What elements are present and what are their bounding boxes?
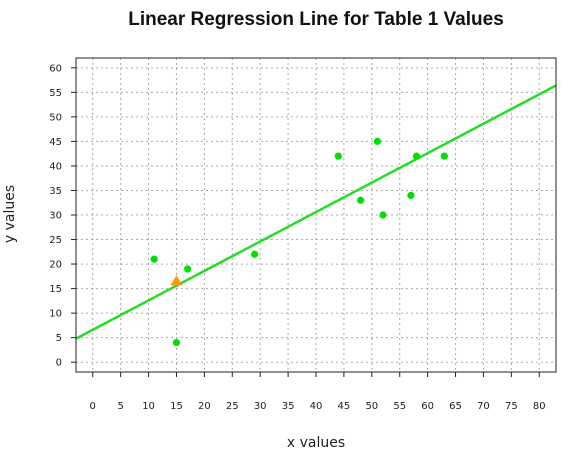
y-tick-label: 35 xyxy=(49,186,62,197)
data-point xyxy=(407,191,415,199)
data-point xyxy=(440,152,448,160)
x-tick-label: 80 xyxy=(533,401,546,412)
y-tick-label: 55 xyxy=(49,88,62,99)
y-tick-label: 10 xyxy=(49,309,62,320)
y-tick-label: 50 xyxy=(49,112,62,123)
data-point xyxy=(150,255,158,263)
data-point xyxy=(184,265,192,273)
data-point xyxy=(357,196,365,204)
x-tick-label: 40 xyxy=(310,401,323,412)
x-tick-label: 50 xyxy=(365,401,378,412)
axis-ticks: 0 5 10 15 20 25 30 35 40 45 50 55 60 65 70 75 80 0 5 10 15 20… xyxy=(49,63,545,412)
y-axis-label: y values xyxy=(2,185,18,243)
x-tick-label: 35 xyxy=(282,401,295,412)
y-tick-label: 0 xyxy=(56,358,62,369)
chart-title: Linear Regression Line for Table 1 Value… xyxy=(128,9,504,30)
x-axis-label: x values xyxy=(287,435,345,451)
x-tick-label: 45 xyxy=(338,401,351,412)
data-point xyxy=(379,211,387,219)
x-tick-label: 30 xyxy=(254,401,267,412)
plot-frame xyxy=(75,57,557,373)
data-marks xyxy=(76,84,556,347)
x-tick-label: 60 xyxy=(421,401,434,412)
data-point xyxy=(373,137,381,146)
grid xyxy=(76,58,556,372)
x-tick-label: 0 xyxy=(90,401,96,412)
y-tick-label: 5 xyxy=(56,333,62,344)
regression-line xyxy=(76,84,556,340)
x-tick-label: 15 xyxy=(170,401,183,412)
x-tick-label: 75 xyxy=(505,401,518,412)
x-tick-label: 65 xyxy=(449,401,462,412)
data-point xyxy=(334,152,342,160)
x-tick-label: 5 xyxy=(117,401,123,412)
y-tick-label: 15 xyxy=(49,284,62,295)
y-tick-label: 60 xyxy=(49,63,62,74)
x-tick-label: 25 xyxy=(226,401,239,412)
data-point xyxy=(251,250,259,258)
data-point xyxy=(412,152,421,160)
x-tick-label: 70 xyxy=(477,401,490,412)
y-tick-label: 45 xyxy=(49,137,62,148)
y-tick-label: 20 xyxy=(49,260,62,271)
mean-point-triangle xyxy=(170,275,183,286)
x-tick-label: 10 xyxy=(142,401,155,412)
y-tick-label: 25 xyxy=(49,235,62,246)
x-tick-label: 55 xyxy=(393,401,406,412)
data-point xyxy=(172,338,181,347)
y-tick-label: 40 xyxy=(49,161,62,172)
x-tick-label: 20 xyxy=(198,401,211,412)
y-tick-label: 30 xyxy=(49,211,62,222)
